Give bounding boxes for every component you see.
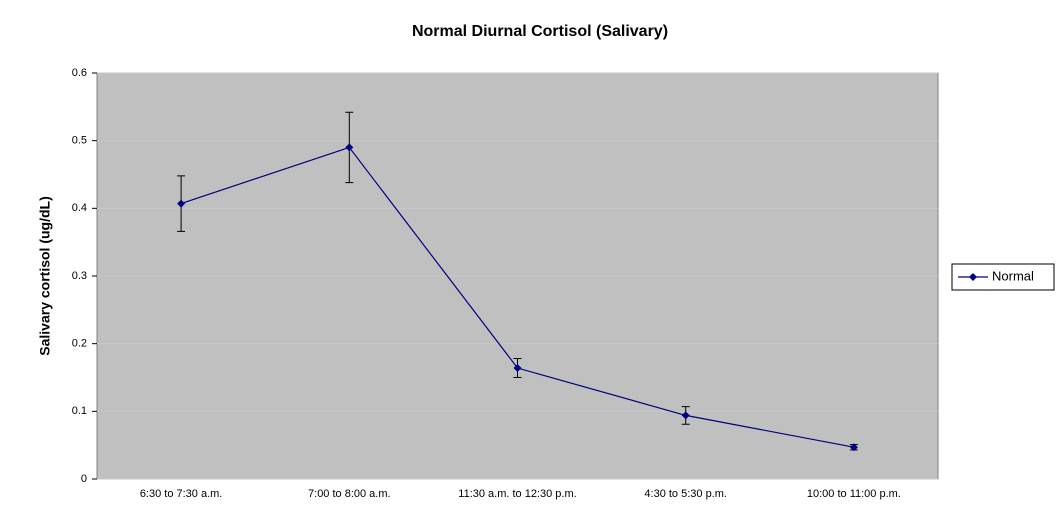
y-tick-label: 0 <box>81 473 87 485</box>
y-tick-label: 0.5 <box>72 135 87 147</box>
chart-title: Normal Diurnal Cortisol (Salivary) <box>412 23 668 40</box>
legend-marker <box>969 273 977 281</box>
data-point <box>849 443 858 452</box>
y-tick-label: 0.3 <box>72 270 87 282</box>
x-tick-label: 7:00 to 8:00 a.m. <box>308 488 391 500</box>
y-tick-label: 0.6 <box>72 67 87 79</box>
y-tick-label: 0.2 <box>72 338 87 350</box>
data-point <box>345 143 354 152</box>
x-tick-label: 6:30 to 7:30 a.m. <box>139 488 223 500</box>
y-tick-label: 0.4 <box>72 202 87 214</box>
x-tick-label: 10:00 to 11:00 p.m. <box>806 488 901 500</box>
x-tick-label: 11:30 a.m. to 12:30 p.m. <box>458 488 577 500</box>
y-axis-label: Salivary cortisol (ug/dL) <box>37 196 53 355</box>
y-tick-label: 0.1 <box>72 405 87 417</box>
legend-label: Normal <box>992 268 1034 283</box>
data-point <box>513 364 522 373</box>
data-point <box>681 411 690 420</box>
data-point <box>177 199 186 208</box>
x-tick-label: 4:30 to 5:30 p.m. <box>644 488 727 500</box>
